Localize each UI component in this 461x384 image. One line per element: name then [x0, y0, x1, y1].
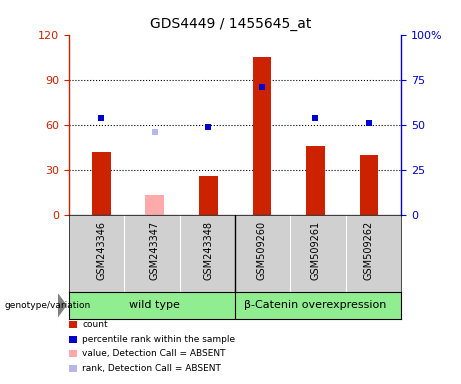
Text: GSM243347: GSM243347 [150, 221, 160, 280]
Text: wild type: wild type [130, 300, 180, 310]
Bar [145, 195, 164, 215]
Bar [92, 152, 111, 215]
Text: GSM243346: GSM243346 [96, 221, 106, 280]
Bar [199, 176, 218, 215]
Text: genotype/variation: genotype/variation [5, 301, 91, 310]
Text: β-Catenin overexpression: β-Catenin overexpression [244, 300, 387, 310]
Bar [253, 57, 271, 215]
Text: GDS4449 / 1455645_at: GDS4449 / 1455645_at [150, 17, 311, 31]
Text: GSM243348: GSM243348 [203, 221, 213, 280]
Polygon shape [58, 294, 66, 317]
Text: GSM509261: GSM509261 [310, 221, 320, 280]
Bar [360, 155, 378, 215]
Text: GSM509262: GSM509262 [364, 221, 374, 280]
Text: GSM509260: GSM509260 [257, 221, 267, 280]
Text: value, Detection Call = ABSENT: value, Detection Call = ABSENT [82, 349, 225, 358]
Text: count: count [82, 320, 108, 329]
Bar [306, 146, 325, 215]
Text: percentile rank within the sample: percentile rank within the sample [82, 334, 235, 344]
Text: rank, Detection Call = ABSENT: rank, Detection Call = ABSENT [82, 364, 221, 373]
